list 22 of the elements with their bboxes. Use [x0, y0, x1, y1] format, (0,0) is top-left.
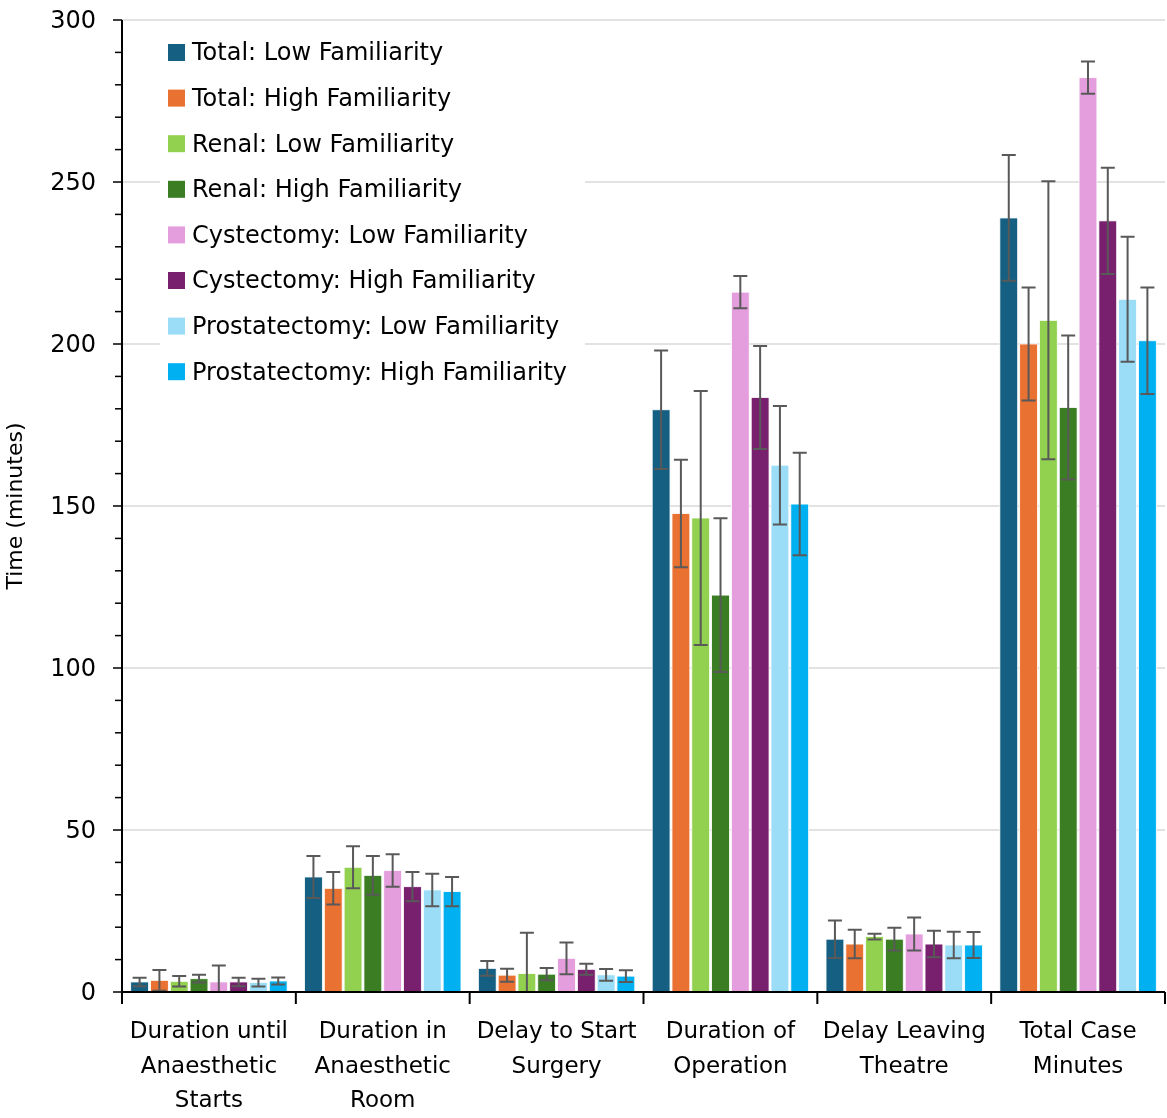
y-tick-label: 100 [50, 654, 96, 683]
y-axis-title: Time (minutes) [2, 422, 27, 591]
legend-label: Cystectomy: High Familiarity [192, 266, 536, 295]
y-tick-label: 250 [50, 168, 96, 197]
legend-label: Cystectomy: Low Familiarity [192, 220, 528, 249]
y-tick-label: 300 [50, 6, 96, 35]
x-tick-label: Duration in Anaesthetic Room [314, 1017, 451, 1112]
legend-label: Total: High Familiarity [191, 84, 452, 112]
x-tick-label: Delay to Start Surgery [476, 1017, 637, 1078]
y-tick-label: 0 [80, 978, 96, 1007]
legend-label: Prostatectomy: High Familiarity [192, 357, 568, 386]
legend-label: Total: Low Familiarity [191, 38, 444, 67]
legend-label: Renal: Low Familiarity [192, 129, 455, 158]
x-tick-label: Duration of Operation [665, 1017, 797, 1078]
x-tick-label: Total Case Minutes [1018, 1017, 1137, 1078]
legend-label: Prostatectomy: Low Familiarity [192, 312, 560, 340]
y-tick-label: 200 [50, 330, 96, 359]
x-tick-label: Delay Leaving Theatre [822, 1017, 986, 1078]
y-tick-label: 50 [65, 816, 96, 845]
y-tick-label: 150 [50, 492, 96, 521]
legend-label: Renal: High Familiarity [192, 175, 462, 204]
x-tick-label: Duration until Anaesthetic Starts [129, 1017, 288, 1112]
